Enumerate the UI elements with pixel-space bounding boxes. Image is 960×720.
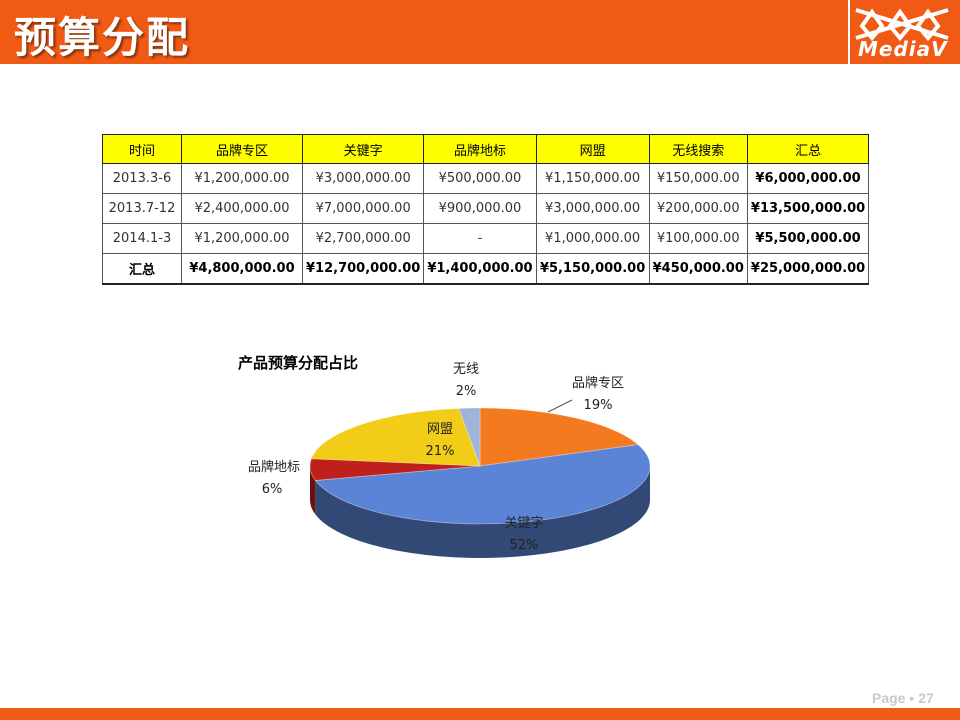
page-label: Page — [872, 690, 906, 706]
pie-slice-wireless — [458, 407, 481, 467]
table-cell: ¥1,200,000.00 — [181, 223, 303, 254]
logo-separator — [848, 0, 850, 64]
slice-label-brand-landmark: 品牌地标 — [247, 460, 300, 475]
header-bar — [0, 0, 960, 64]
header-cell: 无线搜索 — [648, 134, 748, 164]
table-cell: ¥1,000,000.00 — [535, 223, 650, 254]
table-cell: ¥12,700,000.00 — [301, 253, 425, 285]
logo-text: MediaV — [858, 37, 948, 61]
table-cell: ¥1,200,000.00 — [181, 163, 303, 194]
pie-chart — [309, 399, 651, 558]
mediav-logo — [855, 8, 949, 42]
table-cell: ¥5,500,000.00 — [746, 223, 870, 254]
table-cell: ¥1,400,000.00 — [423, 253, 537, 285]
header-cell: 时间 — [102, 134, 182, 164]
table-cell: ¥200,000.00 — [648, 193, 748, 224]
header-cell: 汇总 — [746, 134, 870, 164]
slice-pct-network: 21% — [425, 444, 455, 459]
table-cell: ¥450,000.00 — [648, 253, 748, 285]
budget-table: 时间 品牌专区 关键字 品牌地标 网盟 无线搜索 汇总 2013.3-6 ¥1,… — [102, 134, 870, 285]
table-cell: ¥5,150,000.00 — [535, 253, 650, 285]
table-cell: ¥4,800,000.00 — [181, 253, 303, 285]
table-cell: ¥7,000,000.00 — [301, 193, 425, 224]
slice-label-brand-zone: 品牌专区 — [571, 376, 624, 391]
header-cell: 品牌专区 — [181, 134, 303, 164]
pie-side-brand-landmark — [310, 466, 316, 515]
page-indicator: Page ▪ 27 — [872, 690, 934, 706]
table-header-row: 时间 品牌专区 关键字 品牌地标 网盟 无线搜索 汇总 — [102, 134, 870, 164]
slice-label-wireless: 无线 — [452, 362, 479, 377]
pie-slice-keyword — [314, 444, 651, 525]
chart-title: 产品预算分配占比 — [238, 354, 359, 372]
slice-label-network: 网盟 — [426, 422, 453, 437]
pie-side-keyword — [315, 466, 650, 558]
header-cell: 品牌地标 — [423, 134, 537, 164]
slice-pct-keyword: 52% — [509, 538, 539, 553]
table-cell: 2013.3-6 — [102, 163, 182, 194]
table-cell: ¥13,500,000.00 — [746, 193, 870, 224]
table-cell: ¥2,700,000.00 — [301, 223, 425, 254]
footer-bar — [0, 708, 960, 720]
table-cell: 2013.7-12 — [102, 193, 182, 224]
table-cell: ¥6,000,000.00 — [746, 163, 870, 194]
table-cell: ¥2,400,000.00 — [181, 193, 303, 224]
table-row: 2013.3-6 ¥1,200,000.00 ¥3,000,000.00 ¥50… — [102, 163, 870, 194]
pie-slice-brand-landmark — [309, 458, 481, 481]
table-cell: ¥150,000.00 — [648, 163, 748, 194]
table-row: 2014.1-3 ¥1,200,000.00 ¥2,700,000.00 - ¥… — [102, 223, 870, 254]
table-cell: ¥900,000.00 — [423, 193, 537, 224]
table-cell: ¥25,000,000.00 — [746, 253, 870, 285]
slice-pct-wireless: 2% — [455, 384, 477, 399]
table-cell: ¥3,000,000.00 — [535, 193, 650, 224]
table-cell: ¥3,000,000.00 — [301, 163, 425, 194]
header-cell: 网盟 — [535, 134, 650, 164]
table-cell: - — [423, 223, 537, 254]
header-cell: 关键字 — [301, 134, 425, 164]
slice-label-keyword: 关键字 — [504, 516, 544, 531]
table-cell: 汇总 — [102, 253, 182, 285]
slice-pct-brand-zone: 19% — [583, 398, 613, 413]
table-cell: ¥100,000.00 — [648, 223, 748, 254]
leader-line — [547, 399, 573, 413]
table-cell: ¥1,150,000.00 — [535, 163, 650, 194]
table-cell: ¥500,000.00 — [423, 163, 537, 194]
table-total-row: 汇总 ¥4,800,000.00 ¥12,700,000.00 ¥1,400,0… — [102, 253, 870, 285]
table-cell: 2014.1-3 — [102, 223, 182, 254]
pie-slice-network — [310, 408, 481, 467]
pie-slice-brand-zone — [479, 407, 639, 467]
page-separator-icon: ▪ — [909, 690, 915, 706]
slide-title: 预算分配 — [14, 13, 191, 62]
table-row: 2013.7-12 ¥2,400,000.00 ¥7,000,000.00 ¥9… — [102, 193, 870, 224]
slice-pct-brand-landmark: 6% — [261, 482, 283, 497]
page-number: 27 — [918, 690, 934, 706]
